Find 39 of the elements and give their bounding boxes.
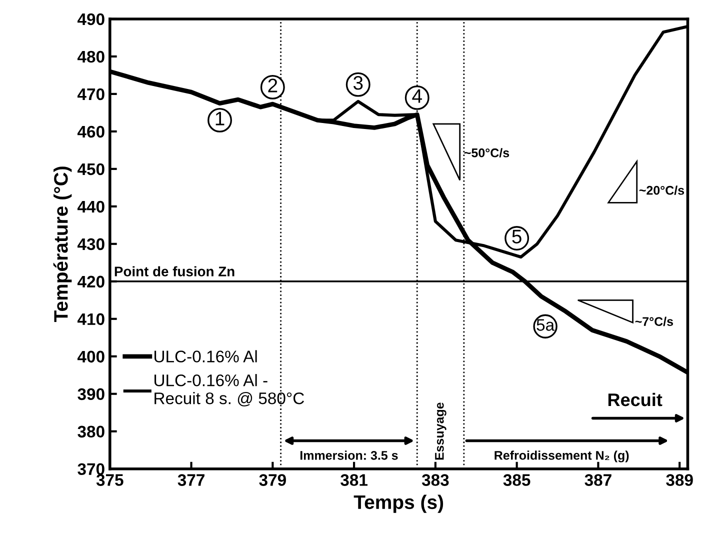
x-tick-label: 383 bbox=[422, 474, 449, 486]
x-axis-title: Temps (s) bbox=[354, 494, 444, 513]
y-tick-label: 450 bbox=[77, 163, 104, 176]
x-tick-label: 377 bbox=[178, 474, 204, 486]
annotation: Refroidissement N₂ (g) bbox=[494, 450, 629, 462]
y-tick-label: 370 bbox=[78, 463, 104, 476]
y-tick-label: 420 bbox=[77, 276, 104, 288]
y-tick-label: 460 bbox=[77, 126, 104, 138]
x-tick-label: 379 bbox=[259, 474, 286, 486]
annotation: Immersion: 3.5 s bbox=[300, 450, 398, 460]
annotation: Recuit bbox=[608, 392, 662, 406]
legend-label: ULC-0.16% Al bbox=[154, 350, 257, 362]
annotation: 3 bbox=[353, 76, 363, 90]
annotation: 1 bbox=[216, 112, 224, 126]
y-tick-label: 380 bbox=[78, 426, 104, 438]
annotation: 5 bbox=[512, 230, 522, 244]
legend-label: ULC-0.16% Al - Recuit 8 s. @ 580°C bbox=[154, 374, 304, 406]
annotation: 2 bbox=[268, 78, 278, 92]
y-tick-label: 490 bbox=[77, 13, 104, 26]
annotation: ~50°C/s bbox=[464, 148, 510, 158]
annotation: Essuyage bbox=[435, 402, 446, 460]
x-tick-label: 385 bbox=[503, 474, 530, 486]
x-tick-label: 389 bbox=[666, 474, 693, 486]
x-tick-label: 381 bbox=[340, 474, 368, 486]
y-tick-label: 410 bbox=[77, 313, 104, 326]
y-tick-label: 480 bbox=[77, 50, 104, 63]
y-tick-label: 430 bbox=[77, 238, 104, 250]
y-tick-label: 440 bbox=[77, 200, 104, 213]
x-tick-label: 375 bbox=[96, 474, 124, 486]
y-tick-label: 390 bbox=[78, 388, 104, 400]
annotation: ~20°C/s bbox=[639, 186, 684, 195]
x-tick-label: 387 bbox=[584, 474, 612, 486]
y-tick-label: 400 bbox=[77, 350, 104, 363]
ref-line-label: Point de fusion Zn bbox=[114, 266, 234, 276]
y-tick-label: 470 bbox=[77, 88, 104, 100]
y-axis-title: Température (°C) bbox=[53, 166, 72, 322]
annotation: ~7°C/s bbox=[635, 316, 674, 326]
annotation: 5a bbox=[536, 319, 555, 331]
annotation: 4 bbox=[412, 89, 422, 103]
